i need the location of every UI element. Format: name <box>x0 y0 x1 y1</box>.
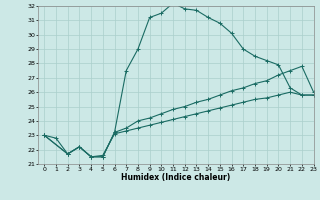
X-axis label: Humidex (Indice chaleur): Humidex (Indice chaleur) <box>121 173 231 182</box>
